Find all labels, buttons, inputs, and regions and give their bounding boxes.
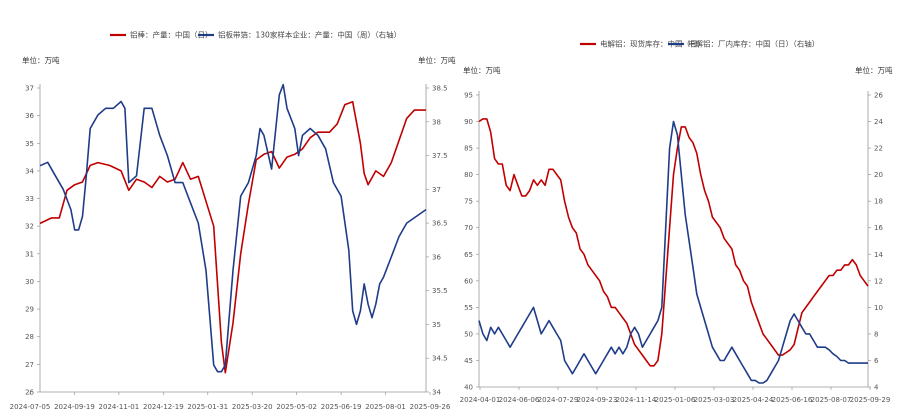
chart-1-right-tick-label: 35.5 [432,287,448,295]
chart-2-right-tick-label: 18 [874,198,883,206]
chart-1-left-tick-label: 29 [25,306,34,314]
chart-2-right-tick-label: 24 [874,118,883,126]
chart-1-right-tick-label: 36 [432,253,441,261]
chart-2-left-tick-label: 70 [464,224,473,232]
chart-2-x-tick-label: 2025-01-06 [655,396,696,404]
chart-1-legend-label-2: 铝板带箔：130家样本企业：产量：中国（周）（右轴） [218,30,401,40]
chart-1-right-tick-label: 37 [432,186,441,194]
chart-1-x-tick-label: 2024-07-05 [10,403,51,411]
chart-2-right-tick-label: 10 [874,304,883,312]
chart-2-left-tick-label: 75 [464,198,473,206]
chart-2-x-tick-label: 2024-04-01 [460,396,501,404]
chart-2-x-tick-label: 2025-04-24 [733,396,774,404]
chart-2-left-tick-label: 65 [464,251,473,259]
chart-2-legend-label-2: 电解铝：厂内库存：中国（日）（右轴） [688,39,819,49]
chart-2-x-tick-label: 2024-11-14 [616,396,657,404]
chart-2-left-tick-label: 45 [464,357,473,365]
chart-1-left-tick-label: 27 [25,361,34,369]
chart-2-x-tick-label: 2024-07-29 [538,396,579,404]
chart-2-x-tick-label: 2025-06-16 [772,396,813,404]
chart-1-left-tick-label: 36 [25,112,34,120]
chart-1-right-unit-label: 单位：万吨 [418,55,456,65]
chart-2-left-tick-label: 80 [464,171,473,179]
chart-2-right-unit-label: 单位：万吨 [855,65,893,75]
chart-2-left-tick-label: 50 [464,330,473,338]
chart-2-series-line-2 [478,120,868,384]
chart-1-series-line-1 [39,101,426,374]
chart-1-right-tick-label: 38.5 [432,85,448,93]
chart-2-left-tick-label: 95 [464,92,473,100]
chart-1-left-tick-label: 28 [25,333,34,341]
chart-2-x-tick-label: 2025-08-07 [811,396,852,404]
chart-1-left-tick-label: 33 [25,195,34,203]
chart-1-series-line-2 [39,83,427,373]
chart-2-right-tick-label: 12 [874,277,883,285]
chart-2-left-tick-label: 85 [464,145,473,153]
chart-1-right-tick-label: 38 [432,118,441,126]
chart-1-left-tick-label: 37 [25,85,34,93]
chart-1-x-tick-label: 2025-05-02 [276,403,317,411]
chart-1-x-tick-label: 2025-01-31 [187,403,228,411]
chart-1-left-unit-label: 单位：万吨 [22,55,60,65]
chart-1-right-tick-label: 36.5 [432,220,448,228]
chart-1-legend-label-1: 铝棒：产量：中国（日） [130,30,213,40]
chart-2-legend-label-1: 电解铝：现货库存：中国（日） [600,39,705,49]
chart-1-x-tick-label: 2025-06-19 [321,403,362,411]
chart-2-right-tick-label: 22 [874,145,883,153]
chart-1-x-tick-label: 2025-09-26 [410,403,451,411]
chart-1-right-tick-label: 35 [432,321,441,329]
chart-2-right-tick-label: 26 [874,92,883,100]
chart-1-x-tick-label: 2025-03-20 [232,403,273,411]
chart-1-right-tick-label: 34 [432,389,441,397]
chart-2-right-tick-label: 6 [874,357,879,365]
chart-2-x-tick-label: 2025-03-03 [694,396,735,404]
chart-2-right-tick-label: 8 [874,330,878,338]
chart-2-right-tick-label: 14 [874,251,883,259]
chart-2-left-tick-label: 40 [464,384,473,392]
chart-2-series-line-1 [478,118,869,367]
chart-1-left-tick-label: 30 [25,278,34,286]
chart-1-x-tick-label: 2024-11-01 [99,403,140,411]
chart-2-right-tick-label: 4 [874,384,879,392]
chart-1-right-tick-label: 34.5 [432,355,448,363]
chart-1-x-tick-label: 2024-12-19 [143,403,184,411]
chart-2-left-tick-label: 90 [464,118,473,126]
chart-1-right-tick-label: 37.5 [432,152,448,160]
chart-1-left-tick-label: 32 [25,223,34,231]
chart-2-left-unit-label: 单位：万吨 [463,65,501,75]
chart-2-left-tick-label: 60 [464,277,473,285]
chart-1-x-tick-label: 2025-08-01 [365,403,406,411]
chart-2-x-tick-label: 2024-06-06 [499,396,540,404]
chart-2-x-tick-label: 2025-09-29 [850,396,891,404]
chart-1-left-tick-label: 31 [25,250,34,258]
chart-2-x-tick-label: 2024-09-23 [577,396,618,404]
chart-2-right-tick-label: 20 [874,171,883,179]
chart-2-left-tick-label: 55 [464,304,473,312]
chart-1-left-tick-label: 34 [25,167,34,175]
chart-1-x-tick-label: 2024-09-19 [54,403,95,411]
chart-2-right-tick-label: 16 [874,224,883,232]
chart-1-left-tick-label: 35 [25,140,34,148]
